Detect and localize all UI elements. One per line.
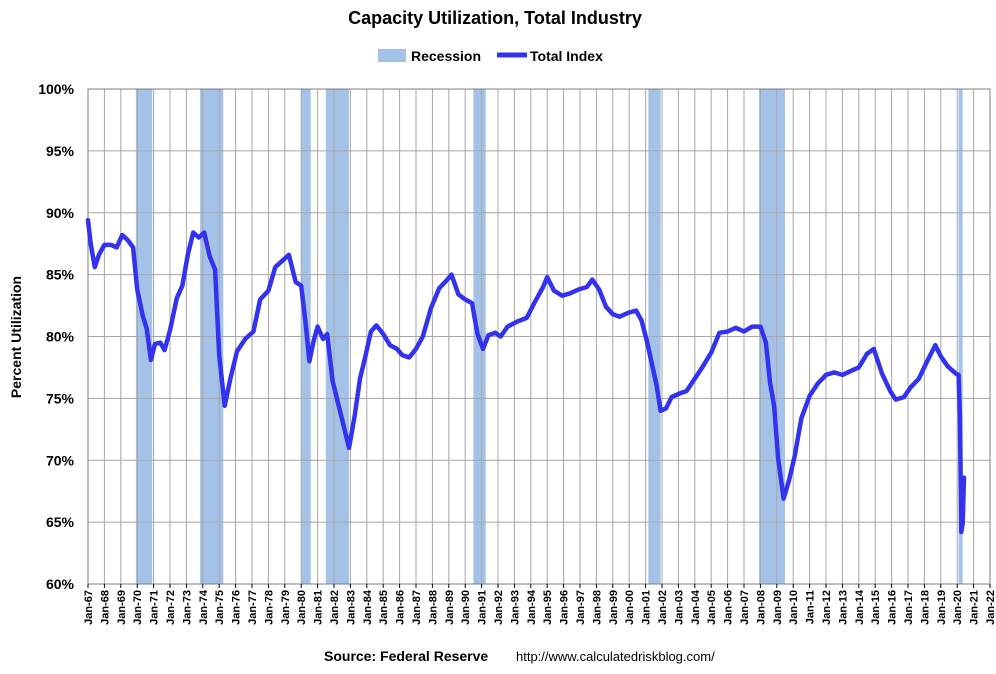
x-tick-label: Jan-87	[411, 590, 423, 625]
x-tick-label: Jan-06	[723, 590, 735, 625]
x-tick-label: Jan-94	[526, 589, 538, 625]
x-tick-label: Jan-81	[313, 590, 325, 625]
x-tick-label: Jan-11	[805, 590, 817, 624]
x-tick-label: Jan-07	[739, 590, 751, 625]
x-tick-label: Jan-16	[887, 590, 899, 625]
x-tick-label: Jan-83	[345, 590, 357, 625]
y-tick-label: 60%	[46, 576, 75, 592]
chart-legend: Recession Total Index	[378, 48, 603, 64]
x-tick-label: Jan-04	[690, 589, 702, 625]
x-tick-label: Jan-84	[362, 589, 374, 625]
x-tick-label: Jan-19	[936, 590, 948, 625]
x-tick-label: Jan-75	[214, 590, 226, 625]
chart-series	[85, 217, 967, 535]
x-tick-label: Jan-10	[788, 590, 800, 625]
y-tick-label: 90%	[46, 205, 75, 221]
x-tick-label: Jan-92	[493, 590, 505, 625]
x-tick-label: Jan-82	[329, 590, 341, 625]
x-tick-label: Jan-71	[149, 590, 161, 625]
source-url[interactable]: http://www.calculatedriskblog.com/	[516, 649, 715, 664]
x-tick-label: Jan-78	[263, 590, 275, 625]
x-axis-ticks: Jan-67 Jan-68 Jan-69 Jan-70 Jan-71 Jan-72 Jan-…	[83, 584, 996, 625]
x-tick-label: Jan-67	[83, 590, 95, 625]
plot-area-border	[87, 88, 991, 585]
x-tick-label: Jan-12	[821, 590, 833, 625]
x-tick-label: Jan-73	[181, 590, 193, 625]
x-tick-label: Jan-80	[296, 590, 308, 625]
y-tick-label: 65%	[46, 514, 75, 530]
x-tick-label: Jan-96	[559, 590, 571, 625]
x-tick-label: Jan-79	[280, 590, 292, 625]
x-tick-label: Jan-98	[591, 590, 603, 625]
x-tick-label: Jan-86	[395, 590, 407, 625]
x-tick-label: Jan-68	[99, 590, 111, 625]
x-tick-label: Jan-69	[116, 590, 128, 625]
series-line-total-index	[85, 217, 967, 535]
x-tick-label: Jan-76	[231, 590, 243, 625]
x-tick-label: Jan-77	[247, 590, 259, 625]
y-tick-label: 95%	[46, 143, 75, 159]
x-tick-label: Jan-20	[952, 590, 964, 625]
y-axis-label: Percent Utilization	[8, 276, 24, 398]
y-tick-label: 100%	[38, 81, 74, 97]
x-tick-label: Jan-88	[427, 590, 439, 625]
x-tick-label: Jan-01	[641, 590, 653, 625]
x-tick-label: Jan-93	[509, 590, 521, 625]
x-tick-label: Jan-89	[444, 590, 456, 625]
x-tick-label: Jan-72	[165, 590, 177, 625]
x-tick-label: Jan-18	[919, 590, 931, 625]
x-tick-label: Jan-00	[624, 590, 636, 625]
x-tick-label: Jan-21	[969, 590, 981, 625]
x-tick-label: Jan-22	[985, 590, 996, 625]
x-tick-label: Jan-13	[837, 590, 849, 625]
y-tick-label: 70%	[46, 452, 75, 468]
legend-recession-swatch	[378, 49, 406, 62]
x-tick-label: Jan-09	[772, 590, 784, 625]
x-tick-label: Jan-08	[755, 590, 767, 625]
x-tick-label: Jan-90	[460, 590, 472, 625]
source-label: Source: Federal Reserve	[324, 648, 488, 664]
x-tick-label: Jan-99	[608, 590, 620, 625]
x-tick-label: Jan-95	[542, 590, 554, 625]
y-axis-ticks: 60% 65% 70% 75% 80% 85% 90% 95% 100%	[38, 81, 74, 592]
x-tick-label: Jan-05	[706, 590, 718, 625]
legend-total-index-label: Total Index	[530, 48, 603, 64]
chart-title: Capacity Utilization, Total Industry	[348, 8, 642, 28]
x-tick-label: Jan-91	[477, 590, 489, 625]
x-tick-label: Jan-70	[132, 590, 144, 625]
x-tick-label: Jan-03	[673, 590, 685, 625]
y-tick-label: 80%	[46, 329, 75, 345]
y-tick-label: 75%	[46, 390, 75, 406]
x-tick-label: Jan-97	[575, 590, 587, 625]
y-tick-label: 85%	[46, 267, 75, 283]
x-tick-label: Jan-17	[903, 590, 915, 625]
x-tick-label: Jan-02	[657, 590, 669, 625]
x-tick-label: Jan-14	[854, 589, 866, 625]
x-tick-label: Jan-85	[378, 590, 390, 625]
legend-recession-label: Recession	[411, 48, 481, 64]
x-tick-label: Jan-15	[870, 590, 882, 625]
x-tick-label: Jan-74	[198, 589, 210, 625]
